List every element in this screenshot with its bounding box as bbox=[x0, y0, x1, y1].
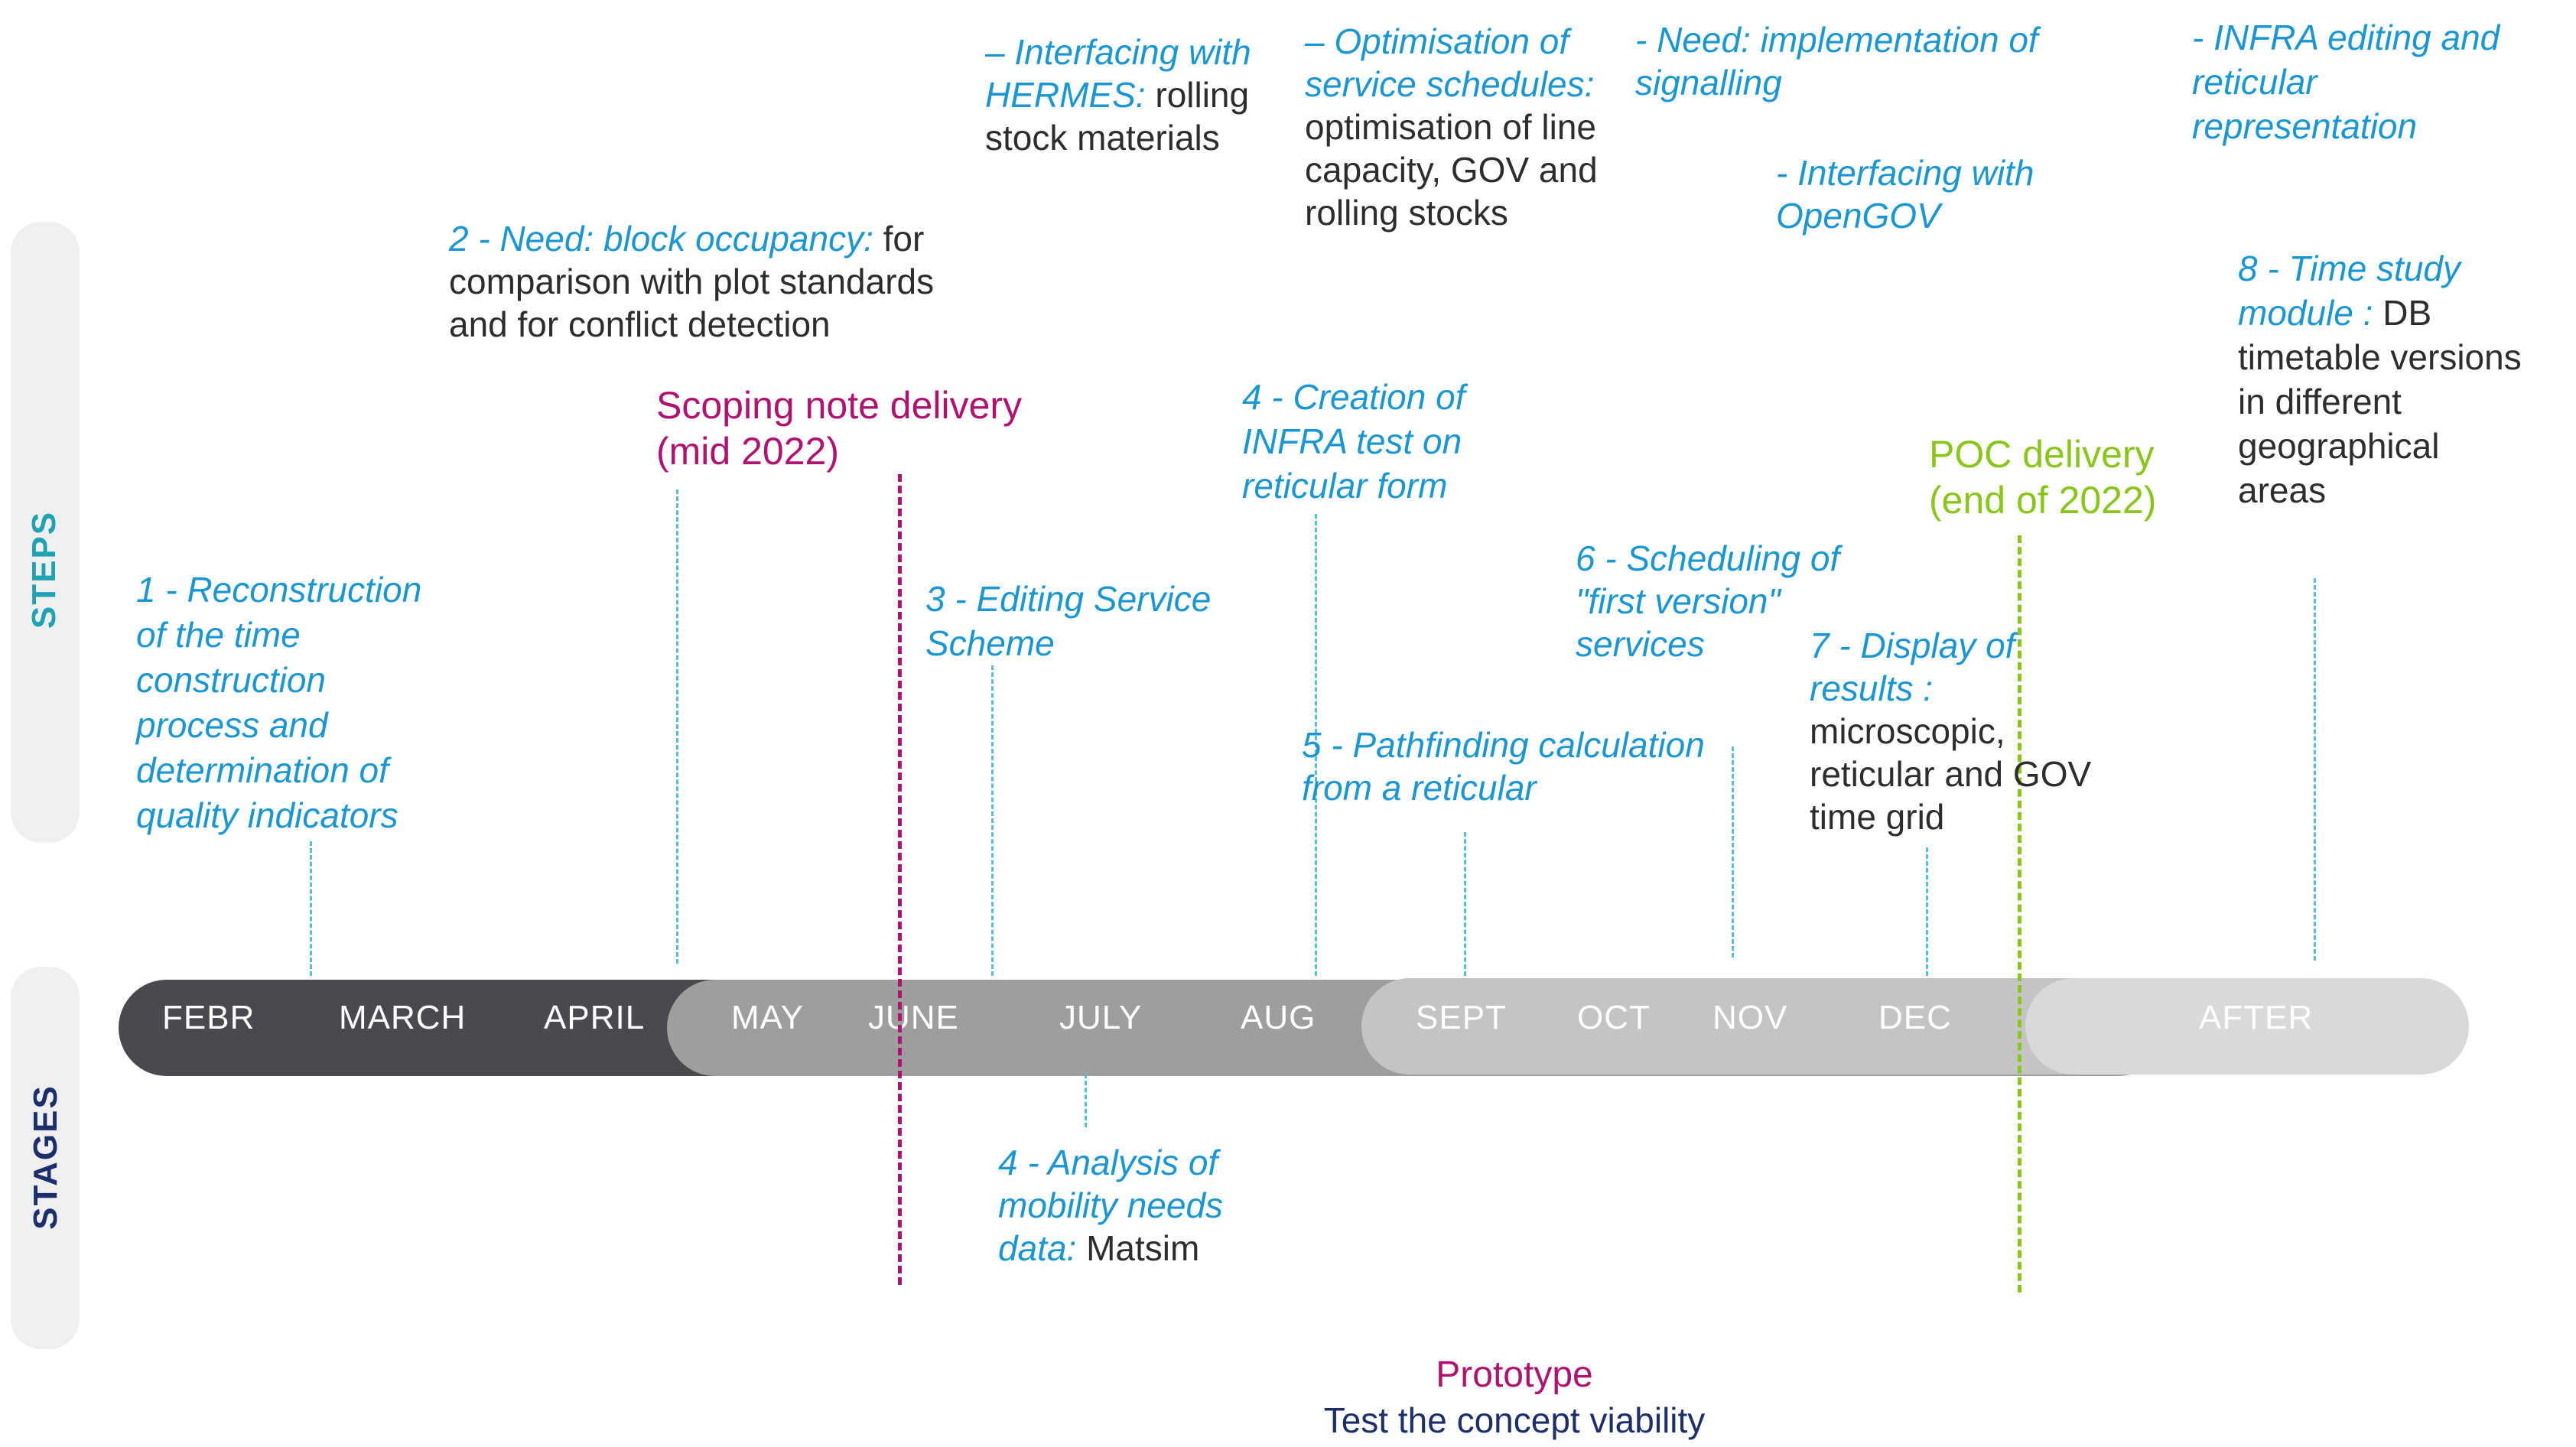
poc-milestone-line bbox=[2018, 535, 2021, 1293]
connector-line-step7 bbox=[1926, 847, 1928, 976]
hermes-title: – Interfacing with HERMES: bbox=[985, 32, 1251, 115]
connector-line-step6 bbox=[1732, 746, 1734, 958]
scoping-note-title: Scoping note delivery bbox=[656, 384, 1023, 427]
footer-subtitle: Test the concept viability bbox=[1323, 1400, 1706, 1440]
hermes-detail: rolling stock materials bbox=[985, 75, 1250, 158]
step-8-title: 8 - Time study module : bbox=[2238, 249, 2461, 333]
step-2-title: 2 - Need: block occupancy: bbox=[449, 219, 873, 259]
scoping-note-date: (mid 2022) bbox=[656, 430, 839, 473]
connector-line-step3 bbox=[991, 665, 994, 976]
steps-band bbox=[11, 222, 80, 843]
optimisation-detail: optimisation of line capacity, GOV and r… bbox=[1305, 107, 1598, 232]
step-4-infra-note: 4 - Creation of INFRA test on reticular … bbox=[1242, 375, 1548, 508]
step-2-detail: for comparison with plot standards and f… bbox=[449, 219, 935, 344]
steps-label: STEPS bbox=[25, 510, 63, 629]
footer: Prototype Test the concept viability bbox=[1147, 1352, 1882, 1442]
step-1-note: 1 - Reconstruction of the time construct… bbox=[136, 567, 457, 838]
month-aug: AUG bbox=[1241, 999, 1316, 1036]
poc-delivery-label: POC delivery (end of 2022) bbox=[1929, 431, 2156, 523]
month-dec: DEC bbox=[1878, 999, 1952, 1036]
step-5-note: 5 - Pathfinding calculation from a retic… bbox=[1302, 724, 1761, 809]
opengov-note: - Interfacing with OpenGOV bbox=[1776, 151, 2082, 237]
signalling-title: - Need: implementation of signalling bbox=[1635, 20, 2038, 102]
month-sept: SEPT bbox=[1416, 999, 1507, 1036]
month-may: MAY bbox=[731, 999, 805, 1036]
step-7-detail: microscopic, reticular and GOV time grid bbox=[1810, 711, 2092, 837]
scoping-milestone-line bbox=[898, 474, 902, 1285]
hermes-note: – Interfacing with HERMES: rolling stock… bbox=[985, 31, 1306, 159]
stages-label: STAGES bbox=[27, 1084, 64, 1230]
month-march: MARCH bbox=[339, 999, 467, 1036]
step-1-title: 1 - Reconstruction of the time construct… bbox=[136, 570, 422, 835]
timeline-segment-lightest bbox=[2025, 978, 2469, 1075]
step-4-analysis-note: 4 - Analysis of mobility needs data: Mat… bbox=[998, 1141, 1273, 1270]
month-nov: NOV bbox=[1712, 999, 1788, 1036]
connector-line-step1 bbox=[310, 841, 312, 976]
step-7-title: 7 - Display of results : bbox=[1810, 626, 2015, 708]
step-5-title: 5 - Pathfinding calculation from a retic… bbox=[1302, 725, 1705, 808]
month-april: APRIL bbox=[544, 999, 646, 1036]
step-4-analysis-detail: Matsim bbox=[1076, 1228, 1200, 1268]
step-6-title: 6 - Scheduling of "first version" servic… bbox=[1576, 538, 1840, 664]
opengov-title: - Interfacing with OpenGOV bbox=[1776, 153, 2034, 236]
step-6-note: 6 - Scheduling of "first version" servic… bbox=[1576, 537, 1866, 665]
connector-line-step4-above bbox=[1315, 514, 1317, 976]
poc-delivery-date: (end of 2022) bbox=[1929, 479, 2157, 522]
step-2-note: 2 - Need: block occupancy: for compariso… bbox=[449, 217, 969, 346]
month-febr: FEBR bbox=[162, 999, 255, 1036]
connector-line-step4-below bbox=[1085, 1074, 1087, 1127]
step-3-title: 3 - Editing Service Scheme bbox=[925, 579, 1212, 663]
infra-editing-note: - INFRA editing and reticular representa… bbox=[2192, 15, 2513, 148]
step-8-detail: DB timetable versions in different geogr… bbox=[2238, 293, 2522, 510]
footer-title: Prototype bbox=[1436, 1354, 1593, 1395]
step-4-infra-title: 4 - Creation of INFRA test on reticular … bbox=[1242, 377, 1465, 506]
scoping-note-label: Scoping note delivery (mid 2022) bbox=[656, 382, 1022, 474]
connector-line-step2 bbox=[676, 489, 678, 964]
step-7-note: 7 - Display of results : microscopic, re… bbox=[1810, 624, 2116, 838]
connector-line-step5 bbox=[1464, 832, 1466, 976]
poc-delivery-title: POC delivery bbox=[1929, 433, 2155, 476]
stages-band bbox=[11, 967, 80, 1349]
month-july: JULY bbox=[1059, 999, 1143, 1036]
month-after: AFTER bbox=[2199, 999, 2314, 1036]
connector-line-step8 bbox=[2314, 578, 2316, 961]
step-3-note: 3 - Editing Service Scheme bbox=[925, 577, 1247, 665]
infra-editing-title: - INFRA editing and reticular representa… bbox=[2192, 18, 2500, 146]
month-oct: OCT bbox=[1577, 999, 1651, 1036]
month-june: JUNE bbox=[868, 999, 959, 1036]
optimisation-note: – Optimisation of service schedules: opt… bbox=[1305, 20, 1626, 234]
step-4-analysis-title: 4 - Analysis of mobility needs data: bbox=[998, 1143, 1224, 1268]
optimisation-title: – Optimisation of service schedules: bbox=[1305, 21, 1595, 104]
step-8-note: 8 - Time study module : DB timetable ver… bbox=[2238, 246, 2529, 512]
signalling-note: - Need: implementation of signalling bbox=[1635, 18, 2094, 104]
